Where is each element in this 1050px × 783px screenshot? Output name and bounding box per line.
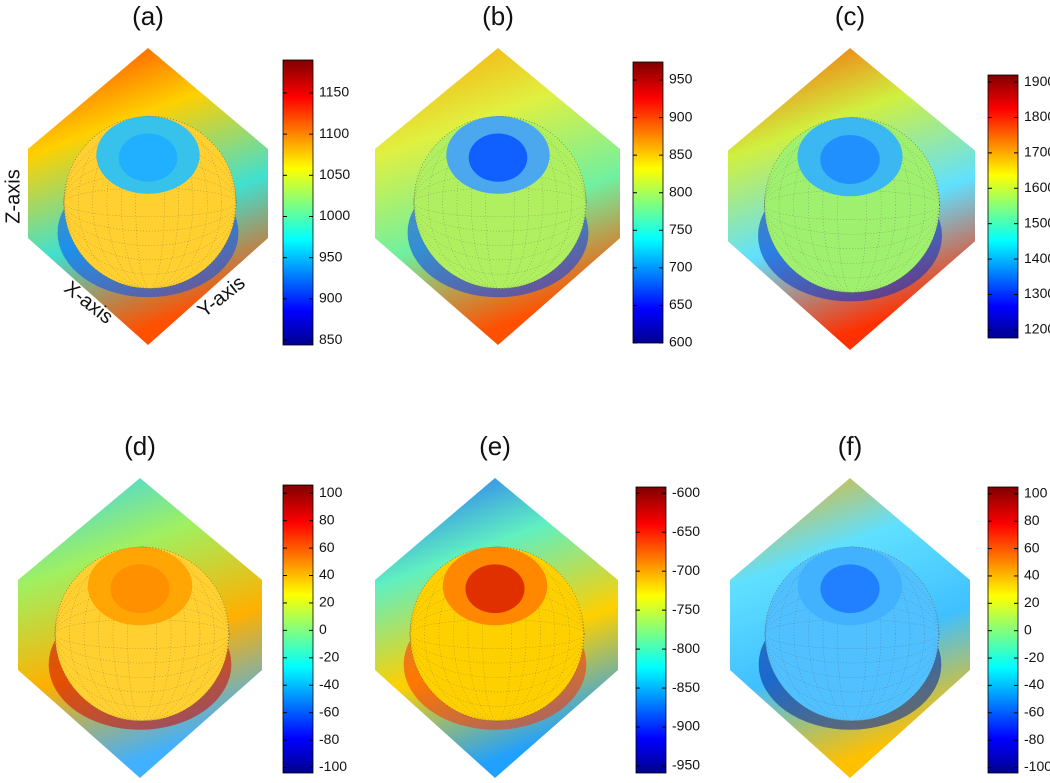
colorbar [282,59,314,346]
panel-title: (b) [482,1,514,31]
tick-label: 850 [669,146,693,162]
mesh [78,116,222,289]
tick-label: 20 [319,594,335,610]
hole [465,564,525,614]
hole [820,564,880,614]
tick-label: 1200 [1024,321,1050,337]
tick-label: -900 [672,718,700,734]
tick-label: 0 [319,621,327,637]
tick-label: 60 [319,539,335,555]
panel: (e) -950 -900 -850 -800 -750 -700 -650 -600 [375,431,700,778]
panel-title: (f) [838,431,863,461]
mesh [424,546,570,722]
tick-label: -20 [1024,649,1044,665]
mesh [471,116,529,289]
tick-label: -950 [672,757,700,773]
tick-label: -20 [319,649,339,665]
tick-label: 1500 [1024,214,1050,230]
mesh [793,546,911,722]
tick-label: -80 [319,731,339,747]
tick-label: -850 [672,679,700,695]
hole [118,133,178,182]
panel-title: (d) [124,431,156,461]
tick-label: 900 [669,108,693,124]
tick-label: 1600 [1024,179,1050,195]
tick-label: 1000 [319,207,350,223]
panel-title: (a) [132,1,164,31]
tick-label: 1300 [1024,285,1050,301]
tick-label: 60 [1024,539,1040,555]
tick-label: 950 [669,71,693,87]
tick-label: -80 [1024,731,1044,747]
mesh [428,116,572,289]
tick-label: 40 [319,566,335,582]
colorbar [282,484,314,774]
tick-label: -40 [319,676,339,692]
tick-label: 850 [319,331,343,347]
mesh [69,546,215,722]
tick-label: 650 [669,296,693,312]
tick-label: 1100 [319,125,349,141]
mesh [121,116,179,289]
tick-label: 1900 [1024,73,1050,89]
mesh [92,116,208,289]
mesh [822,117,882,293]
colorbar [635,486,667,774]
tick-label: 600 [669,334,693,350]
tick-label: -600 [672,484,700,500]
tick-label: -60 [319,703,339,719]
tick-label: 0 [1024,621,1032,637]
tick-label: 80 [1024,512,1040,528]
hole [820,134,880,185]
tick-label: -100 [1024,758,1050,774]
colorbar [987,486,1019,774]
colorbar [987,74,1019,339]
mesh [778,117,926,293]
tick-label: 100 [1024,485,1048,501]
mesh [793,117,911,293]
panel: (d) -100 -80 -60 -40 -20 0 20 40 60 80 100 [18,431,347,778]
mesh [779,546,925,722]
tick-label: 80 [319,511,335,527]
hole [110,564,170,614]
tick-label: 20 [1024,594,1040,610]
tick-label: 1700 [1024,144,1050,160]
tick-label: 1050 [319,166,350,182]
axis-label: Z-axis [2,169,24,223]
tick-label: 100 [319,484,343,500]
colorbar [632,61,664,344]
tick-label: -750 [672,601,700,617]
panel-title: (e) [479,431,511,461]
tick-label: 750 [669,221,693,237]
tick-label: -800 [672,640,700,656]
panel: (b) 600 650 700 750 800 850 900 950 [375,1,693,350]
mesh [438,546,556,722]
tick-label: 1800 [1024,108,1050,124]
panel: (c) 1200 1300 1400 1500 1600 1700 1800 1900 [728,1,1050,350]
panel: (a)8509009501000105011001150Z-axisX-axis… [2,1,350,347]
tick-label: 900 [319,290,343,306]
tick-label: 1400 [1024,250,1050,266]
tick-label: -100 [319,758,347,774]
tick-label: 700 [669,259,693,275]
tick-label: -700 [672,562,700,578]
mesh [83,546,201,722]
tick-label: -40 [1024,676,1044,692]
panel-title: (c) [835,1,865,31]
tick-label: 800 [669,183,693,199]
tick-label: -60 [1024,703,1044,719]
panel: (f) -100 -80 -60 -40 -20 0 20 40 60 80 100 [730,431,1050,778]
tick-label: 950 [319,248,343,264]
tick-label: 1150 [319,84,349,100]
tick-label: -650 [672,523,700,539]
hole [468,133,528,182]
tick-label: 40 [1024,567,1040,583]
